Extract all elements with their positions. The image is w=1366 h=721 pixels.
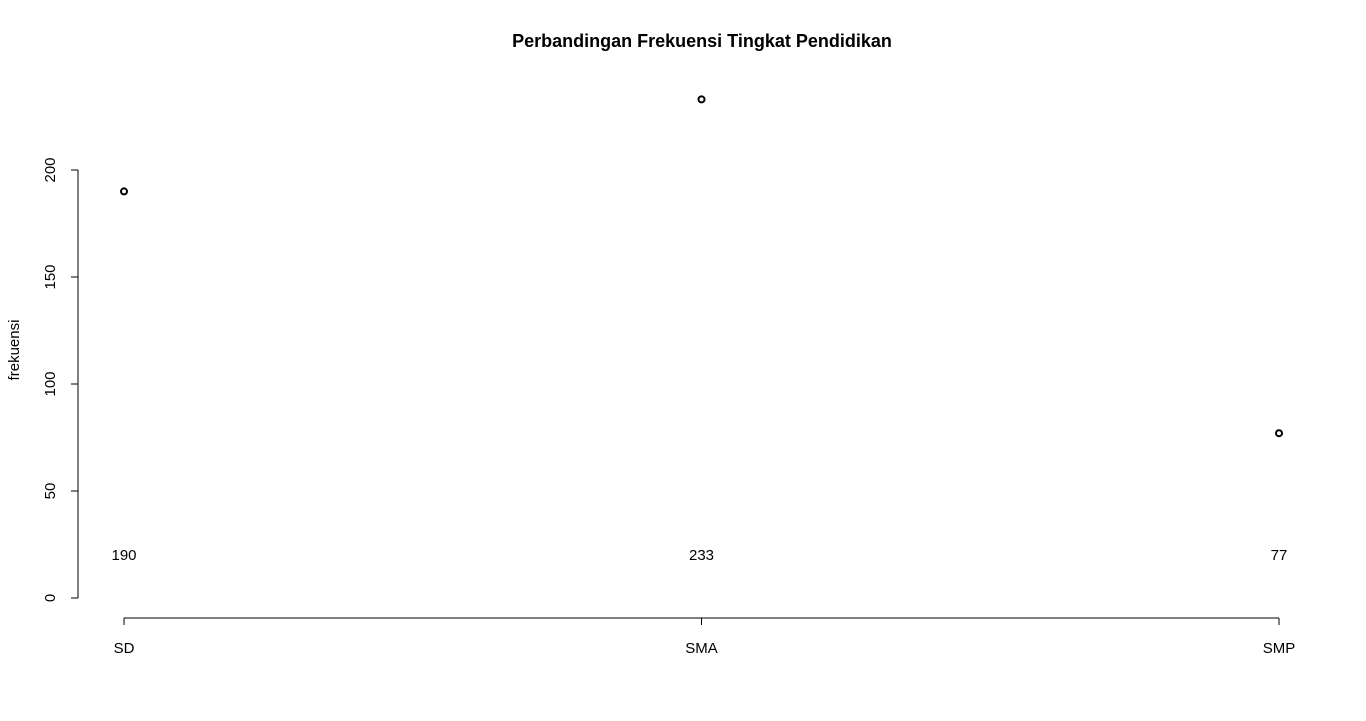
y-tick-label: 200 — [42, 157, 59, 182]
y-axis-label: frekuensi — [6, 320, 23, 381]
data-label: 77 — [1271, 547, 1288, 564]
chart-title: Perbandingan Frekuensi Tingkat Pendidika… — [512, 31, 892, 51]
data-point — [120, 187, 128, 196]
x-tick-label: SD — [114, 640, 135, 657]
x-tick-label: SMA — [685, 640, 718, 657]
y-axis: 0 50 100 150 200 — [42, 157, 79, 602]
x-axis: SD SMA SMP — [114, 617, 1296, 657]
y-tick-label: 150 — [42, 264, 59, 289]
x-tick-label: SMP — [1263, 640, 1296, 657]
y-tick-label: 50 — [42, 483, 59, 500]
data-points — [120, 95, 1283, 438]
data-labels: 190 233 77 — [111, 547, 1287, 564]
data-point — [1275, 429, 1283, 438]
data-label: 190 — [111, 547, 136, 564]
data-label: 233 — [689, 547, 714, 564]
data-point — [697, 95, 706, 104]
y-tick-label: 0 — [42, 594, 59, 602]
y-tick-label: 100 — [42, 371, 59, 396]
